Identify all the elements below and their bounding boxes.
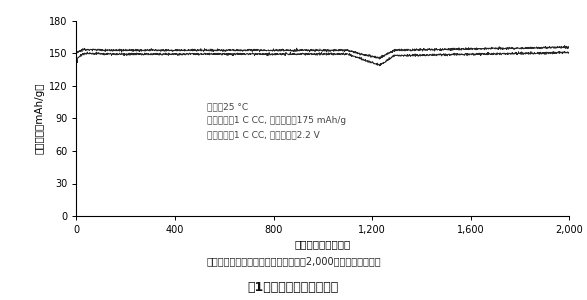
Text: 固体電解質セパレーターによるセルの2,000回繰り返し充放電: 固体電解質セパレーターによるセルの2,000回繰り返し充放電 bbox=[206, 256, 381, 266]
Text: 温度：25 °C
充電条件：1 C CC, 容量終止：175 mAh/g
放電条件：1 C CC, 電圧終止：2.2 V: 温度：25 °C 充電条件：1 C CC, 容量終止：175 mAh/g 放電条… bbox=[207, 102, 346, 139]
X-axis label: 充放電の回数（回）: 充放電の回数（回） bbox=[295, 239, 351, 249]
Y-axis label: 放電容量（mAh/g）: 放電容量（mAh/g） bbox=[35, 83, 45, 154]
Text: 図1：開発電池の对命特性: 図1：開発電池の对命特性 bbox=[248, 281, 339, 294]
